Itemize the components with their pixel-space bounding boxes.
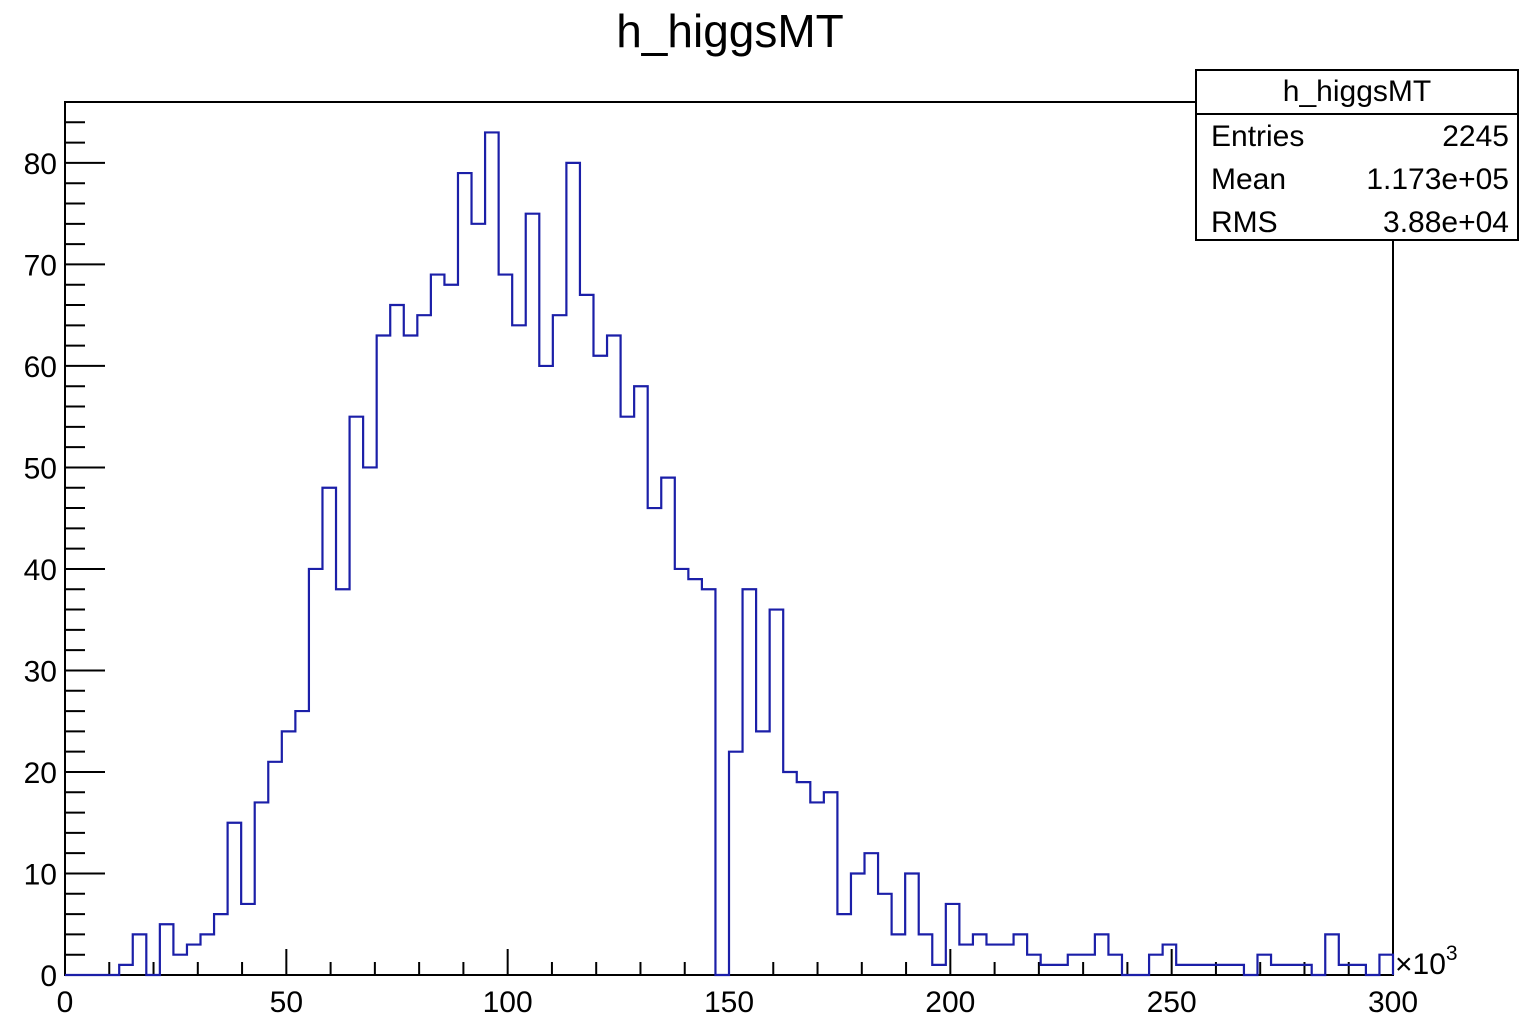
stats-box-title: h_higgsMT xyxy=(1197,71,1517,115)
histogram-line xyxy=(65,131,1395,977)
y-tick-label: 20 xyxy=(24,757,57,790)
x-axis-multiplier: ×103 xyxy=(1395,942,1458,981)
stats-box: h_higgsMT Entries 2245 Mean 1.173e+05 RM… xyxy=(1195,69,1519,241)
y-tick-label: 60 xyxy=(24,351,57,384)
y-tick-label: 0 xyxy=(40,960,57,993)
stats-value: 2245 xyxy=(1442,120,1509,153)
stats-value: 1.173e+05 xyxy=(1366,163,1509,196)
stats-value: 3.88e+04 xyxy=(1383,206,1509,239)
stats-row-rms: RMS 3.88e+04 xyxy=(1197,201,1517,244)
x-tick-label: 200 xyxy=(925,986,975,1015)
chart-title: h_higgsMT xyxy=(616,5,844,57)
x-tick-label: 250 xyxy=(1147,986,1197,1015)
y-tick-label: 70 xyxy=(24,249,57,282)
y-tick-label: 40 xyxy=(24,554,57,587)
stats-label: Mean xyxy=(1211,163,1287,196)
x-tick-label: 150 xyxy=(704,986,754,1015)
y-tick-label: 50 xyxy=(24,452,57,485)
x-axis: 0 50 100 150 200 250 300 xyxy=(57,949,1418,1015)
x-tick-label: 300 xyxy=(1368,986,1418,1015)
y-tick-label: 80 xyxy=(24,148,57,181)
stats-row-entries: Entries 2245 xyxy=(1197,115,1517,158)
stats-label: RMS xyxy=(1211,206,1278,239)
x-tick-label: 100 xyxy=(483,986,533,1015)
x-tick-label: 50 xyxy=(270,986,303,1015)
stats-row-mean: Mean 1.173e+05 xyxy=(1197,158,1517,201)
x-tick-label: 0 xyxy=(57,986,74,1015)
y-tick-label: 10 xyxy=(24,858,57,891)
y-tick-label: 30 xyxy=(24,655,57,688)
stats-label: Entries xyxy=(1211,120,1305,153)
